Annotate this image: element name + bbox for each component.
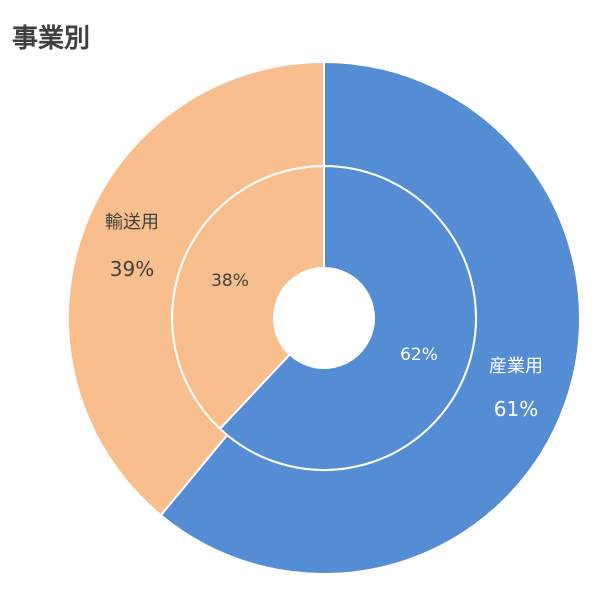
category-label-industrial: 産業用 (489, 356, 543, 377)
outer-percent-label-transport: 39% (110, 257, 154, 281)
category-label-transport: 輸送用 (105, 212, 159, 233)
outer-percent-label-industrial: 61% (494, 397, 538, 421)
outer-ring-slice-transport (67, 60, 325, 517)
inner-percent-label-industrial: 62% (400, 345, 438, 365)
donut-labels: 62% 38% 61% 39% 産業用 輸送用 (105, 212, 543, 421)
inner-percent-label-transport: 38% (211, 271, 249, 291)
donut-segments (67, 60, 581, 575)
outer-ring-slice-industrial (159, 60, 581, 575)
chart-title: 事業別 (12, 24, 91, 54)
